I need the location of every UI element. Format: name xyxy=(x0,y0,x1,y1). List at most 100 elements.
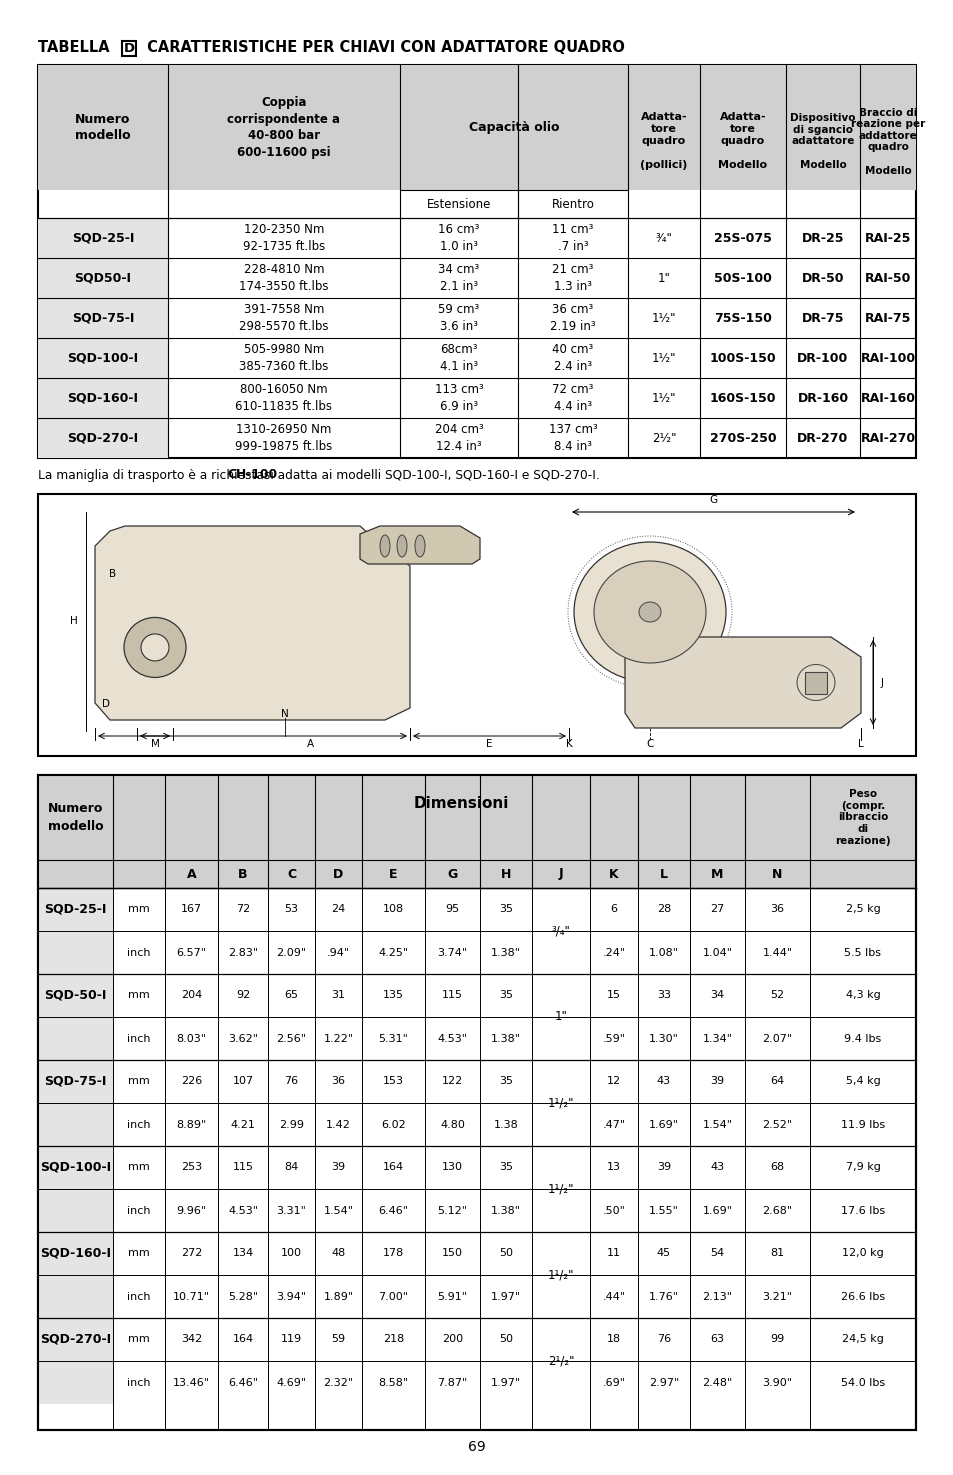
Text: 1.04": 1.04" xyxy=(701,947,732,957)
Text: N: N xyxy=(281,709,289,718)
Text: inch: inch xyxy=(127,1378,151,1388)
Text: E: E xyxy=(486,739,493,749)
Text: 95: 95 xyxy=(445,904,459,914)
Text: 6: 6 xyxy=(610,904,617,914)
Text: 25S-075: 25S-075 xyxy=(713,232,771,245)
Text: 92: 92 xyxy=(235,991,250,1000)
Text: SQD-75-I: SQD-75-I xyxy=(44,1075,107,1089)
Text: 75S-150: 75S-150 xyxy=(713,311,771,324)
Text: 6.9 in³: 6.9 in³ xyxy=(439,400,477,413)
Text: 1.55": 1.55" xyxy=(648,1205,679,1215)
Text: 122: 122 xyxy=(441,1077,462,1087)
Text: SQD-75-I: SQD-75-I xyxy=(71,311,134,324)
Text: 65: 65 xyxy=(284,991,298,1000)
Text: 35: 35 xyxy=(498,904,513,914)
Text: 1.44": 1.44" xyxy=(761,947,792,957)
Text: G: G xyxy=(709,496,717,504)
Text: RAI-25: RAI-25 xyxy=(864,232,910,245)
Bar xyxy=(38,888,112,931)
Text: 4.53": 4.53" xyxy=(228,1205,257,1215)
Text: 36: 36 xyxy=(331,1077,345,1087)
Text: 253: 253 xyxy=(181,1162,202,1173)
Text: RAI-160: RAI-160 xyxy=(860,391,915,404)
Bar xyxy=(809,774,915,860)
Text: 13.46": 13.46" xyxy=(172,1378,210,1388)
Text: SQD-270-I: SQD-270-I xyxy=(40,1333,111,1347)
Text: SQD-160-I: SQD-160-I xyxy=(68,391,138,404)
Text: 153: 153 xyxy=(382,1077,403,1087)
Text: 1": 1" xyxy=(657,271,670,285)
Ellipse shape xyxy=(594,560,705,662)
Text: Coppia
corrispondente a
40-800 bar
600-11600 psi: Coppia corrispondente a 40-800 bar 600-1… xyxy=(227,96,340,159)
Text: 204: 204 xyxy=(181,991,202,1000)
Text: La maniglia di trasporto è a richiesta: La maniglia di trasporto è a richiesta xyxy=(38,469,268,481)
Text: 178: 178 xyxy=(382,1248,404,1258)
Text: 5.5 lbs: 5.5 lbs xyxy=(843,947,881,957)
Text: TABELLA: TABELLA xyxy=(38,40,114,56)
Bar xyxy=(38,218,168,258)
Text: 13: 13 xyxy=(606,1162,620,1173)
Text: 1.34": 1.34" xyxy=(701,1034,732,1043)
Text: 35: 35 xyxy=(498,1162,513,1173)
Bar xyxy=(38,338,168,378)
Text: 12.4 in³: 12.4 in³ xyxy=(436,441,481,453)
Bar xyxy=(532,1232,589,1319)
Text: 134: 134 xyxy=(233,1248,253,1258)
Text: 164: 164 xyxy=(233,1335,253,1345)
Text: ³⁄₄": ³⁄₄" xyxy=(655,232,672,245)
Text: 72 cm³: 72 cm³ xyxy=(552,382,593,395)
Text: 1.22": 1.22" xyxy=(323,1034,354,1043)
Text: D: D xyxy=(333,867,343,881)
Text: 2.09": 2.09" xyxy=(276,947,306,957)
Text: 160S-150: 160S-150 xyxy=(709,391,776,404)
Text: mm: mm xyxy=(128,1248,150,1258)
Text: Numero
modello: Numero modello xyxy=(48,802,103,832)
Text: 36 cm³: 36 cm³ xyxy=(552,302,593,316)
Text: 1.97": 1.97" xyxy=(491,1292,520,1301)
Text: SQD50-I: SQD50-I xyxy=(74,271,132,285)
Text: 4.25": 4.25" xyxy=(378,947,408,957)
Text: 16 cm³: 16 cm³ xyxy=(437,223,479,236)
Text: 39: 39 xyxy=(657,1162,670,1173)
Text: .50": .50" xyxy=(602,1205,625,1215)
Text: B: B xyxy=(238,867,248,881)
Text: 84: 84 xyxy=(284,1162,298,1173)
Text: 270S-250: 270S-250 xyxy=(709,432,776,444)
Text: 3.94": 3.94" xyxy=(276,1292,306,1301)
Text: 1.38: 1.38 xyxy=(493,1120,517,1130)
Text: SQD-270-I: SQD-270-I xyxy=(68,432,138,444)
Text: 15: 15 xyxy=(606,991,620,1000)
Text: 3.21": 3.21" xyxy=(761,1292,792,1301)
Text: mm: mm xyxy=(128,1162,150,1173)
Text: 52: 52 xyxy=(770,991,783,1000)
Polygon shape xyxy=(359,527,479,563)
Bar xyxy=(38,1274,112,1319)
Text: 164: 164 xyxy=(382,1162,404,1173)
Text: 31: 31 xyxy=(331,991,345,1000)
Text: 59: 59 xyxy=(331,1335,345,1345)
Text: 505-9980 Nm: 505-9980 Nm xyxy=(244,342,324,355)
Text: 76: 76 xyxy=(657,1335,670,1345)
Text: DR-100: DR-100 xyxy=(797,351,848,364)
Ellipse shape xyxy=(639,602,660,622)
Text: 7.87": 7.87" xyxy=(436,1378,467,1388)
Bar xyxy=(532,974,589,1061)
Text: N: N xyxy=(772,867,781,881)
Text: 26.6 lbs: 26.6 lbs xyxy=(840,1292,884,1301)
Text: J: J xyxy=(880,677,883,687)
Text: inch: inch xyxy=(127,1292,151,1301)
Text: G: G xyxy=(447,867,457,881)
Text: 1.97": 1.97" xyxy=(491,1378,520,1388)
Text: SQD-100-I: SQD-100-I xyxy=(68,351,138,364)
Text: 167: 167 xyxy=(181,904,202,914)
Text: 6.46": 6.46" xyxy=(378,1205,408,1215)
Text: 7,9 kg: 7,9 kg xyxy=(844,1162,880,1173)
Text: Adatta-
tore
quadro

(pollici): Adatta- tore quadro (pollici) xyxy=(639,112,687,171)
Text: 3.31": 3.31" xyxy=(276,1205,306,1215)
Bar xyxy=(38,1189,112,1232)
Text: 6.46": 6.46" xyxy=(228,1378,257,1388)
Text: D: D xyxy=(102,699,110,709)
Text: D: D xyxy=(123,41,134,55)
Text: 69: 69 xyxy=(468,1440,485,1454)
Bar xyxy=(38,65,915,190)
